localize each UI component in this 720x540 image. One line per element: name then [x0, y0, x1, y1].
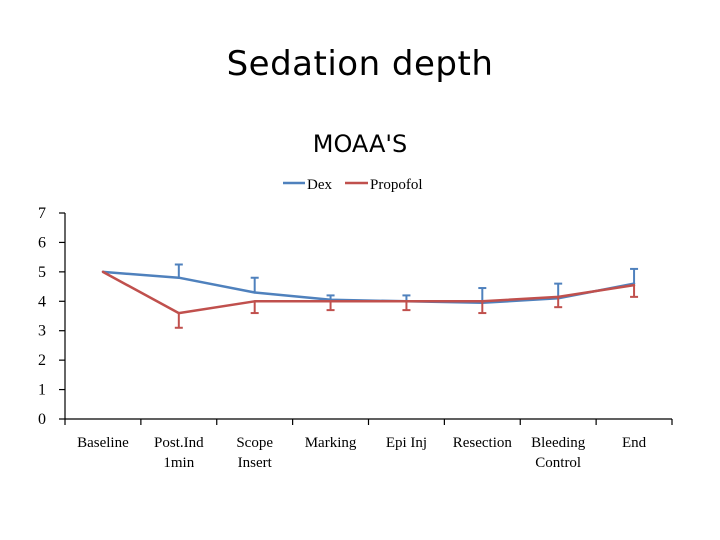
- dex-data-point: [177, 276, 181, 279]
- y-tick-label: 7: [38, 205, 46, 222]
- chart-title: MOAA'S: [312, 130, 408, 158]
- x-tick-label: Post.Ind 1min: [154, 435, 204, 471]
- propofol-series-line: [102, 270, 635, 315]
- x-tick-label: End: [622, 435, 647, 451]
- propofol-data-point: [329, 300, 332, 303]
- x-tick-label: Marking: [305, 435, 357, 451]
- propofol-data-point: [556, 295, 560, 299]
- x-tick-label: Bleeding Control: [531, 435, 586, 471]
- dex-data-point: [253, 291, 256, 294]
- x-tick-label: Epi Inj: [386, 435, 427, 451]
- chart-series: [101, 263, 639, 329]
- propofol-data-point: [253, 300, 256, 303]
- chart-axes: 0 1 2 3 4 5 6 7 Baseline Post.Ind 1min Scope Insert M…: [38, 205, 673, 471]
- propofol-data-point: [632, 283, 636, 287]
- dex-legend-label: Dex: [307, 177, 332, 193]
- x-tick-label: Baseline: [77, 435, 129, 451]
- y-tick-label: 4: [38, 293, 46, 310]
- y-tick-label: 0: [38, 411, 46, 428]
- propofol-data-point: [177, 311, 181, 315]
- y-tick-label: 5: [38, 264, 46, 281]
- propofol-legend-label: Propofol: [370, 177, 423, 193]
- y-tick-label: 1: [38, 382, 46, 399]
- x-tick-label: Scope Insert: [236, 435, 273, 471]
- propofol-data-point: [481, 300, 484, 303]
- chart-legend: Dex Propofol: [283, 177, 423, 193]
- y-tick-label: 3: [38, 323, 46, 340]
- propofol-data-point: [405, 300, 408, 303]
- propofol-data-point: [101, 270, 105, 274]
- slide-title: Sedation depth: [226, 44, 494, 84]
- x-tick-label: Resection: [453, 435, 513, 451]
- y-tick-label: 2: [38, 352, 46, 369]
- y-tick-label: 6: [38, 234, 46, 251]
